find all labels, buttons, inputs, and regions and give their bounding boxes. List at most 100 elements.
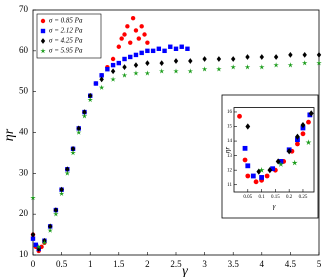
point [59,186,64,193]
point [188,58,193,64]
legend-marker [40,48,46,54]
point [258,167,265,173]
point [47,227,53,233]
point [122,32,127,37]
point [270,166,276,172]
legend-marker [40,38,46,44]
point [145,40,150,45]
legend-marker [40,28,46,34]
legend-label: σ = 5.95 Pa [49,47,83,55]
point [202,56,207,62]
point [122,64,127,71]
point [121,72,128,78]
point [110,56,116,62]
point [99,73,104,78]
x-tick-label: 3 [202,259,207,269]
y-tick-label: 12 [227,168,233,173]
x-tick-label: 0.5 [56,259,68,269]
y-tick-label: 50 [19,86,29,96]
point [245,54,250,60]
point [159,60,164,66]
point [133,52,139,58]
legend-label: σ = 4.25 Pa [49,37,83,45]
point [242,145,248,151]
point [158,68,165,74]
point [150,48,156,54]
point [316,52,322,58]
point [231,56,236,62]
point [33,242,39,247]
point [307,112,313,118]
point [168,44,173,49]
point [30,194,36,201]
point [81,113,88,119]
x-tick-label: 1.5 [113,259,125,269]
y-tick-label: 11 [227,183,232,188]
point [301,60,308,66]
point [291,159,298,166]
y-tick-label: 15 [227,125,233,130]
x-tick-label: 0.05 [243,195,252,200]
point [110,62,116,68]
point [173,68,179,74]
y-axis-label: ηr [2,128,17,141]
y-tick-label: 30 [19,167,29,177]
point [125,24,130,29]
point [76,125,81,132]
point [244,64,251,70]
plot-frame [233,107,315,193]
point [300,121,306,129]
point [288,52,293,58]
point [156,46,162,51]
point [162,48,167,54]
point [116,60,121,66]
x-tick-label: 0.15 [271,195,280,200]
point [275,158,281,165]
point [245,163,251,169]
point [30,231,36,238]
point [306,119,311,125]
x-tick-label: 2.5 [170,259,182,269]
point [316,60,322,66]
y-tick-label: 16 [227,110,233,115]
point [130,15,136,21]
point [110,68,116,75]
point [201,66,208,72]
point [145,48,150,54]
point [133,28,139,33]
y-tick-label: 14 [227,139,233,144]
point [98,84,105,90]
point [133,62,139,68]
x-tick-label: 0.1 [258,195,265,200]
x-tick-label: 0.25 [299,195,308,200]
point [179,44,184,49]
point [237,113,242,119]
point [70,145,76,152]
point [286,148,292,155]
point [250,173,256,179]
x-tick-label: 2 [145,259,150,269]
point [76,129,82,135]
x-axis-label: γ [273,203,276,211]
point [36,243,42,250]
point [242,157,248,163]
legend-box [36,13,102,59]
point [65,166,70,173]
point [145,60,150,66]
point [216,66,222,72]
point [128,54,133,60]
legend-marker [40,18,46,24]
point [133,70,139,76]
point [93,81,99,86]
x-tick-label: 0 [31,259,36,269]
point [99,76,104,83]
point [128,40,133,45]
x-tick-label: 4.5 [285,259,297,269]
legend-label: σ = 2.12 Pa [49,27,83,35]
point [87,96,93,103]
point [264,173,270,179]
x-tick-label: 1 [88,259,93,269]
point [173,46,179,51]
point [139,50,144,56]
